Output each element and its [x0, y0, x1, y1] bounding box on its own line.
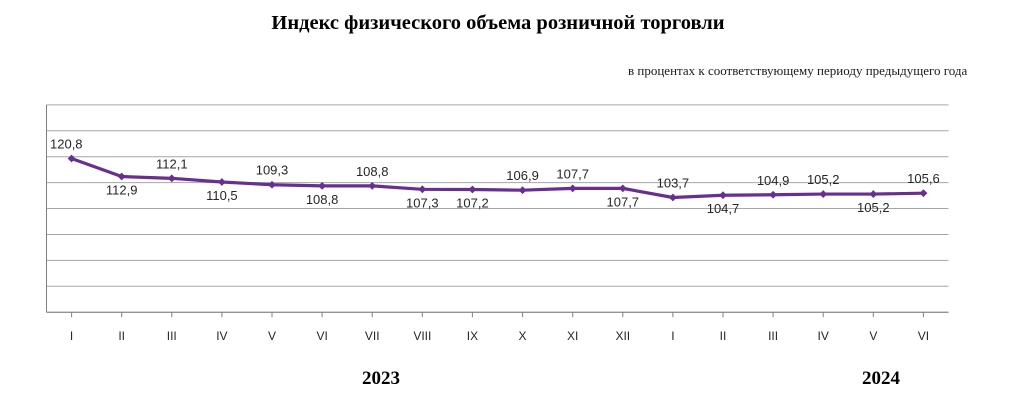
svg-text:108,8: 108,8: [356, 164, 389, 179]
svg-text:VIII: VIII: [413, 329, 431, 343]
svg-text:105,6: 105,6: [907, 171, 940, 186]
svg-text:104,9: 104,9: [757, 173, 790, 188]
svg-text:107,2: 107,2: [456, 196, 489, 211]
svg-text:109,3: 109,3: [256, 163, 289, 178]
svg-text:I: I: [70, 329, 73, 343]
svg-text:III: III: [768, 329, 778, 343]
svg-text:103,7: 103,7: [657, 176, 690, 191]
svg-text:112,1: 112,1: [156, 156, 188, 171]
svg-text:IV: IV: [216, 329, 227, 343]
svg-text:108,8: 108,8: [306, 192, 339, 207]
svg-text:II: II: [720, 329, 727, 343]
svg-text:XI: XI: [567, 329, 578, 343]
svg-text:IX: IX: [467, 329, 478, 343]
svg-text:IV: IV: [818, 329, 829, 343]
svg-text:107,7: 107,7: [607, 194, 640, 209]
svg-text:III: III: [167, 329, 177, 343]
svg-text:110,5: 110,5: [206, 188, 238, 203]
svg-text:112,9: 112,9: [106, 183, 138, 198]
svg-text:120,8: 120,8: [50, 137, 83, 152]
svg-text:X: X: [519, 329, 527, 343]
svg-text:105,2: 105,2: [857, 200, 890, 215]
svg-text:I: I: [671, 329, 674, 343]
svg-text:105,2: 105,2: [807, 172, 840, 187]
svg-text:107,7: 107,7: [556, 166, 589, 181]
svg-text:106,9: 106,9: [506, 168, 539, 183]
svg-text:II: II: [118, 329, 125, 343]
svg-text:XII: XII: [615, 329, 630, 343]
svg-text:107,3: 107,3: [406, 195, 439, 210]
svg-text:V: V: [869, 329, 877, 343]
svg-text:V: V: [268, 329, 276, 343]
svg-text:104,7: 104,7: [707, 201, 740, 216]
svg-text:VI: VI: [918, 329, 929, 343]
svg-text:VI: VI: [316, 329, 327, 343]
svg-text:VII: VII: [365, 329, 380, 343]
